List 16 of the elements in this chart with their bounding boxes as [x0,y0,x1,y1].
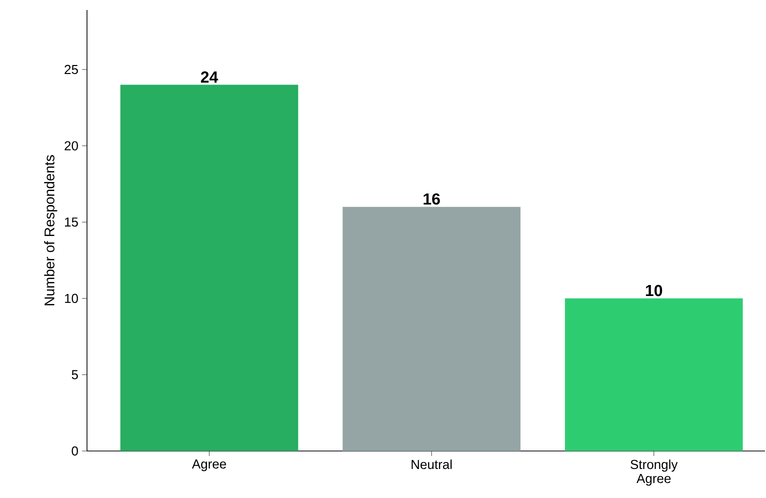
y-tick-label: 10 [65,294,78,304]
x-tick-label: Agree [192,460,226,472]
data-label: 10 [646,284,662,296]
y-tick-label: 5 [72,370,78,380]
y-tick-label: 15 [65,218,78,227]
x-tick-label: Neutral [412,460,452,470]
x-tick-label: Strongly Agree [630,460,678,486]
bar [342,206,520,451]
data-label: 16 [424,193,440,205]
y-tick-label: 25 [64,64,78,74]
y-axis-title: Number of Respondents [44,155,58,306]
bar [120,84,298,451]
bar [564,298,743,451]
y-tick-label: 20 [64,141,78,150]
y-tick-label: 0 [72,446,78,456]
data-label: 24 [200,71,218,83]
